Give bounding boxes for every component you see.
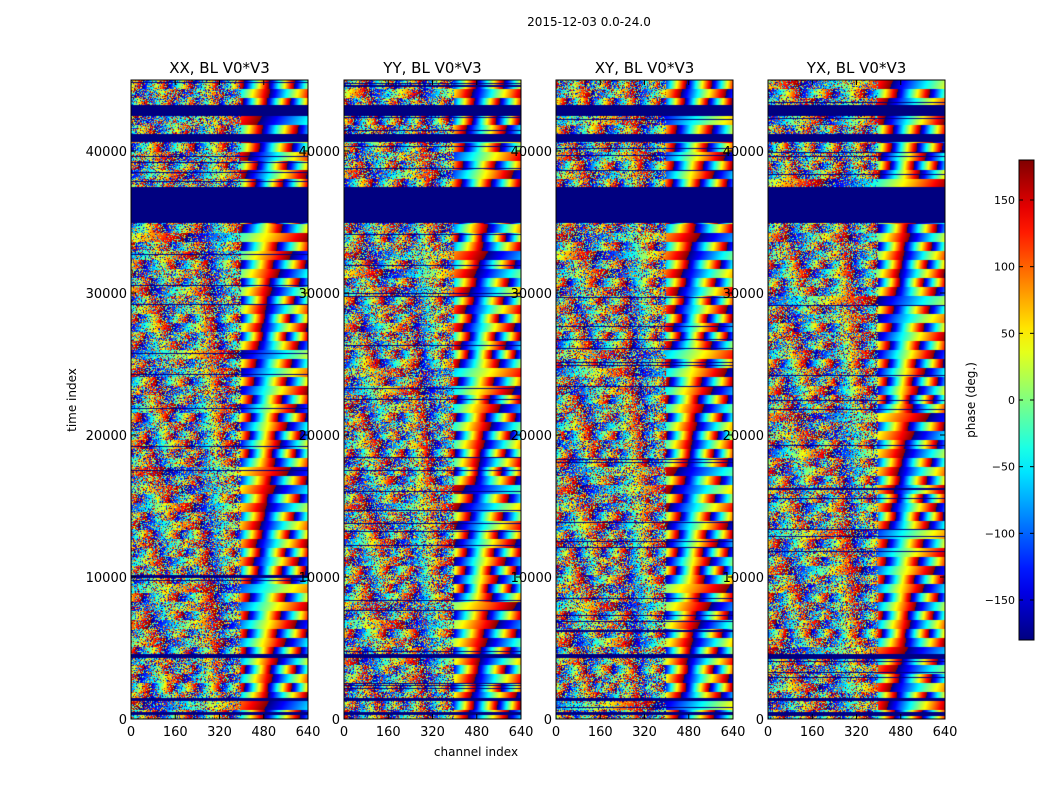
y-tick-label: 40000 — [86, 145, 127, 160]
x-axis-label: channel index — [434, 745, 518, 759]
x-tick-label: 320 — [844, 725, 869, 740]
phase-heatmap-image — [344, 80, 521, 719]
panel-title: XY, BL V0*V3 — [595, 59, 695, 77]
panel-title: YX, BL V0*V3 — [806, 59, 907, 77]
phase-panel-2: YY, BL V0*V3 0 160 320 480 640 0 10000 20000 3000… — [299, 59, 534, 740]
x-tick-label: 320 — [207, 725, 232, 740]
y-tick-label: 30000 — [723, 287, 764, 302]
phase-panel-3: XY, BL V0*V3 0 160 320 480 640 0 10000 20000 3000… — [511, 59, 746, 740]
colorbar-tick-label: −150 — [985, 594, 1015, 607]
x-tick-label: 640 — [721, 725, 746, 740]
y-tick-label: 0 — [119, 713, 127, 728]
y-tick-label: 10000 — [723, 571, 764, 586]
x-tick-label: 480 — [676, 725, 701, 740]
x-tick-label: 640 — [509, 725, 534, 740]
y-tick-label: 20000 — [723, 429, 764, 444]
colorbar-tick-label: −100 — [985, 527, 1015, 540]
y-tick-label: 0 — [756, 713, 764, 728]
y-tick-label: 40000 — [511, 145, 552, 160]
y-tick-label: 30000 — [299, 287, 340, 302]
x-tick-label: 480 — [888, 725, 913, 740]
colorbar-label: phase (deg.) — [964, 362, 978, 438]
x-tick-label: 160 — [588, 725, 613, 740]
x-tick-label: 640 — [296, 725, 321, 740]
phase-panel-4: YX, BL V0*V3 0 160 320 480 640 0 10000 20000 3000… — [723, 59, 958, 740]
phase-heatmap-image — [131, 80, 308, 719]
y-axis-label: time index — [65, 368, 79, 432]
y-tick-label: 0 — [544, 713, 552, 728]
x-tick-label: 160 — [800, 725, 825, 740]
colorbar-tick-label: 0 — [1008, 394, 1015, 407]
y-tick-label: 40000 — [299, 145, 340, 160]
x-tick-label: 640 — [933, 725, 958, 740]
y-tick-label: 20000 — [86, 429, 127, 444]
x-tick-label: 480 — [251, 725, 276, 740]
panel-title: YY, BL V0*V3 — [382, 59, 481, 77]
x-tick-label: 160 — [163, 725, 188, 740]
y-tick-label: 30000 — [511, 287, 552, 302]
figure-title: 2015-12-03 0.0-24.0 — [527, 15, 651, 29]
colorbar-tick-label: 100 — [994, 261, 1015, 274]
x-tick-label: 0 — [764, 725, 772, 740]
x-tick-label: 0 — [552, 725, 560, 740]
x-tick-label: 0 — [127, 725, 135, 740]
colorbar-tick-label: −50 — [992, 461, 1015, 474]
y-tick-label: 30000 — [86, 287, 127, 302]
y-tick-label: 10000 — [511, 571, 552, 586]
y-tick-label: 20000 — [511, 429, 552, 444]
colorbar: −150 −100 −50 0 50 100 150 phase (deg.) — [964, 159, 1035, 641]
y-tick-label: 40000 — [723, 145, 764, 160]
x-tick-label: 0 — [340, 725, 348, 740]
colorbar-tick-label: 50 — [1001, 327, 1015, 340]
y-tick-label: 0 — [332, 713, 340, 728]
x-tick-label: 320 — [632, 725, 657, 740]
phase-heatmap-image — [556, 80, 733, 719]
y-tick-label: 10000 — [86, 571, 127, 586]
panel-title: XX, BL V0*V3 — [169, 59, 270, 77]
x-tick-label: 160 — [376, 725, 401, 740]
phase-panel-1: XX, BL V0*V3 0 160 320 480 640 0 10000 20000 3000… — [86, 59, 321, 740]
y-tick-label: 10000 — [299, 571, 340, 586]
x-tick-label: 480 — [464, 725, 489, 740]
phase-heatmap-image — [768, 80, 945, 719]
y-tick-label: 20000 — [299, 429, 340, 444]
colorbar-tick-label: 150 — [994, 194, 1015, 207]
x-tick-label: 320 — [420, 725, 445, 740]
